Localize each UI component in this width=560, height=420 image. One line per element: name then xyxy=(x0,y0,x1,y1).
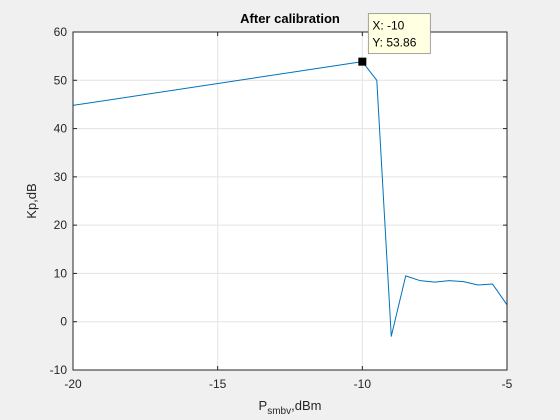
y-tick-label: 30 xyxy=(54,170,68,184)
x-axis-label: Psmbv,dBm xyxy=(259,398,322,417)
y-tick-label: 20 xyxy=(54,218,68,232)
axes-box xyxy=(72,31,508,371)
datatip-marker[interactable] xyxy=(358,57,367,66)
ticks xyxy=(72,31,508,371)
series-line[interactable] xyxy=(72,61,508,337)
tick-labels: -20 -15 -10 -5 -10 0 10 20 30 40 50 60 xyxy=(50,25,513,391)
axes-background[interactable] xyxy=(73,32,507,370)
y-tick-label: -10 xyxy=(50,363,68,377)
x-axis-label-subscript: smbv xyxy=(267,406,291,417)
x-tick-label: -15 xyxy=(209,377,227,391)
y-tick-label: 0 xyxy=(60,315,67,329)
x-tick-label: -5 xyxy=(502,377,513,391)
y-tick-label: 60 xyxy=(54,25,68,39)
datatip-y-text: Y: 53.86 xyxy=(372,36,416,50)
datatip-x-text: X: -10 xyxy=(372,19,404,33)
x-axis-label-suffix: ,dBm xyxy=(291,398,321,413)
x-tick-label: -10 xyxy=(354,377,372,391)
datatip[interactable]: X: -10 Y: 53.86 xyxy=(358,13,431,66)
grid xyxy=(72,31,508,371)
chart-title: After calibration xyxy=(240,11,340,26)
datatip-box xyxy=(367,13,431,55)
x-tick-label: -20 xyxy=(64,377,82,391)
series-layer xyxy=(72,61,508,337)
y-tick-label: 40 xyxy=(54,122,68,136)
y-tick-label: 50 xyxy=(54,73,68,87)
x-axis-label-main: P xyxy=(259,398,268,413)
y-tick-label: 10 xyxy=(54,266,68,280)
y-axis-label: Kp,dB xyxy=(24,183,39,218)
